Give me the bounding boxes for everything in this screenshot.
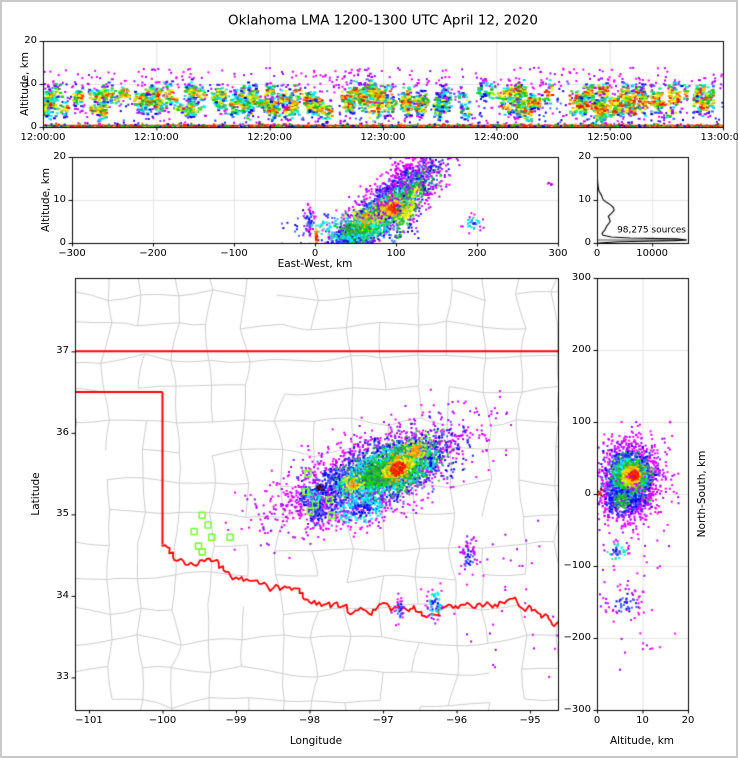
- east-west-xtick: −200: [139, 248, 167, 259]
- north-south-ytick: −100: [563, 560, 591, 571]
- altitude-histogram-ytick: 20: [578, 151, 591, 162]
- time-height-panel: [43, 41, 723, 127]
- map-xlabel: Longitude: [289, 734, 343, 747]
- altitude-histogram-ytick: 10: [578, 194, 591, 205]
- time-height-ytick: 10: [24, 78, 37, 89]
- north-south-ytick: −200: [563, 632, 591, 643]
- altitude-histogram-xtick: 0: [593, 248, 601, 259]
- plan-view-map-xtick: −97: [372, 715, 394, 726]
- sources-annotation: 98,275 sources: [617, 225, 686, 236]
- east-west-xtick: 300: [548, 248, 568, 259]
- east-west-xtick: −300: [58, 248, 86, 259]
- north-south-ytick: 200: [571, 344, 591, 355]
- time-height-xtick: 13:00:00: [700, 132, 738, 143]
- east-west-panel: [72, 157, 558, 243]
- plan-view-map-xtick: −100: [148, 715, 177, 726]
- time-height-xtick: 12:40:00: [473, 132, 519, 143]
- north-south-ytick: 300: [571, 272, 591, 283]
- map-panel: [75, 278, 558, 710]
- east-west-xlabel: East-West, km: [277, 257, 353, 270]
- north-south-ytick: 100: [571, 416, 591, 427]
- plan-view-map-ytick: 33: [56, 671, 69, 683]
- east-west-ytick: 0: [59, 237, 66, 248]
- east-west-ytick: 20: [53, 151, 66, 162]
- north-south-xtick: 10: [636, 715, 649, 726]
- east-west-xtick: 0: [311, 248, 319, 259]
- plan-view-map-ytick: 35: [56, 508, 69, 520]
- north-south-ylabel: North-South, km: [695, 450, 708, 538]
- time-height-xtick: 12:00:00: [20, 132, 66, 143]
- north-south-xlabel: Altitude, km: [609, 734, 675, 747]
- north-south-panel: [597, 278, 688, 710]
- east-west-xtick: 100: [386, 248, 406, 259]
- plan-view-map-ytick: 36: [56, 426, 69, 438]
- time-height-xtick: 12:10:00: [133, 132, 179, 143]
- north-south-xtick: 0: [593, 715, 601, 726]
- plan-view-map-xtick: −101: [75, 715, 103, 726]
- time-height-xtick: 12:20:00: [247, 132, 293, 143]
- east-west-xtick: 200: [467, 248, 487, 259]
- time-height-ytick: 0: [30, 121, 37, 132]
- plan-view-map-xtick: −96: [445, 715, 468, 726]
- north-south-ytick: 0: [584, 488, 591, 499]
- east-west-xtick: −100: [220, 248, 248, 259]
- plan-view-map-xtick: −98: [298, 715, 321, 726]
- time-height-ytick: 20: [24, 35, 37, 46]
- east-west-ytick: 10: [53, 194, 66, 205]
- plan-view-map-xtick: −95: [519, 715, 541, 726]
- map-ylabel: Latitude: [29, 472, 42, 516]
- north-south-ytick: −300: [563, 704, 591, 715]
- time-height-xtick: 12:30:00: [360, 132, 406, 143]
- altitude-histogram-ytick: 0: [584, 237, 591, 248]
- east-west-ylabel: Altitude, km: [39, 167, 52, 233]
- plan-view-map-ytick: 37: [56, 345, 69, 357]
- altitude-histogram-xtick: 10000: [636, 248, 669, 259]
- plan-view-map-xtick: −99: [225, 715, 247, 726]
- figure-title: Oklahoma LMA 1200-1300 UTC April 12, 202…: [228, 12, 538, 29]
- north-south-xtick: 20: [681, 715, 695, 726]
- plan-view-map-ytick: 34: [56, 589, 69, 601]
- time-height-xtick: 12:50:00: [587, 132, 633, 143]
